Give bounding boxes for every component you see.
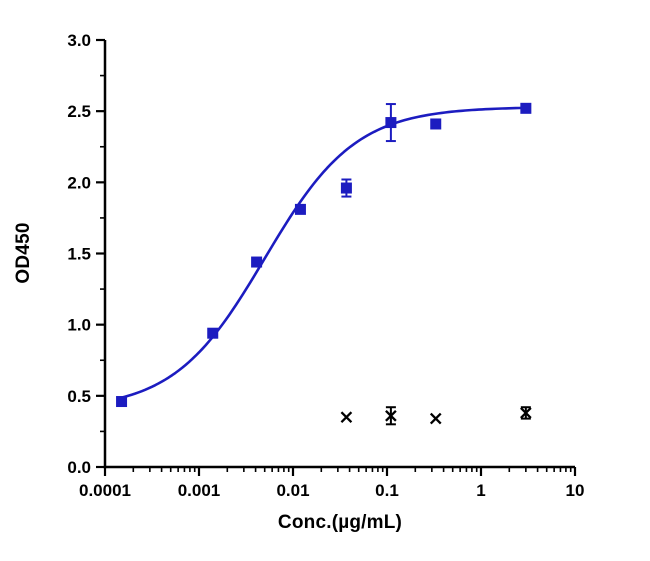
x-tick-label: 0.01 — [276, 481, 309, 500]
fit-curve-antibody-binding — [121, 106, 526, 399]
y-tick-label: 0.0 — [67, 458, 91, 477]
y-tick-label: 1.5 — [67, 245, 91, 264]
x-tick-label: 0.1 — [375, 481, 399, 500]
x-axis-title: Conc.(µg/mL) — [277, 512, 403, 533]
data-point-antibody-binding — [207, 327, 219, 339]
data-point-negative-control — [340, 411, 353, 423]
data-point-antibody-binding — [251, 256, 263, 268]
data-point-antibody-binding — [430, 118, 442, 130]
data-point-negative-control — [385, 409, 397, 422]
x-tick-label: 0.001 — [178, 481, 221, 500]
data-point-antibody-binding — [294, 203, 306, 215]
y-tick-label: 0.5 — [67, 387, 91, 406]
data-point-negative-control — [429, 412, 442, 425]
y-tick-label: 2.0 — [67, 173, 91, 192]
data-point-antibody-binding — [116, 396, 128, 408]
y-tick-label: 1.0 — [67, 316, 91, 335]
data-point-negative-control — [520, 407, 532, 419]
data-point-antibody-binding — [340, 182, 352, 194]
x-tick-label: 10 — [566, 481, 585, 500]
y-tick-label: 3.0 — [67, 31, 91, 50]
data-point-antibody-binding — [385, 117, 397, 129]
x-tick-label: 0.0001 — [79, 481, 131, 500]
x-tick-label: 1 — [476, 481, 485, 500]
data-point-antibody-binding — [520, 102, 532, 114]
y-axis-title: OD450 — [13, 222, 34, 284]
y-tick-label: 2.5 — [67, 102, 91, 121]
